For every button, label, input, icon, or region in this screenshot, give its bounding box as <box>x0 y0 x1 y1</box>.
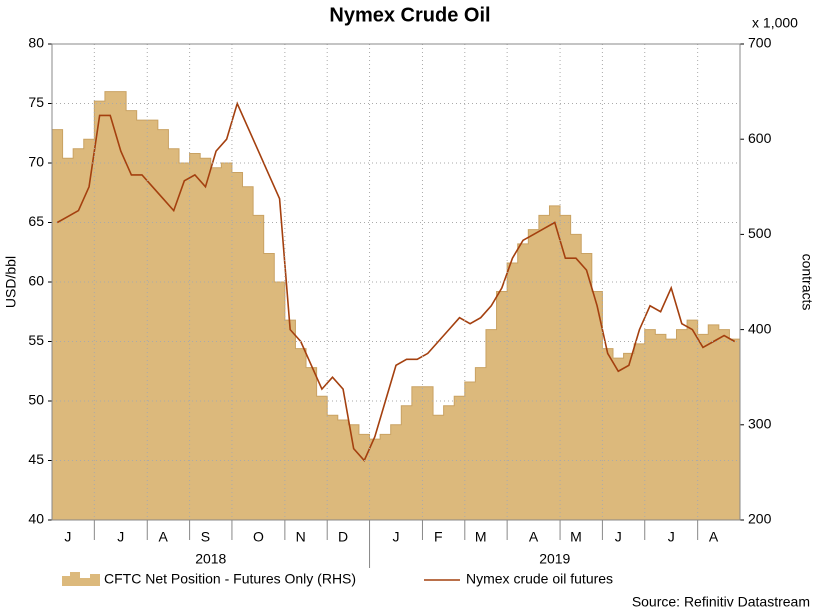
y2-tick-label: 200 <box>748 511 772 527</box>
y-tick-label: 50 <box>28 392 44 408</box>
y-tick-label: 75 <box>28 94 44 110</box>
legend-swatch <box>62 572 100 586</box>
y-tick-label: 70 <box>28 154 44 170</box>
x-tick-label: J <box>393 529 400 545</box>
x-tick-label: J <box>668 529 675 545</box>
plot-frame <box>51 43 741 521</box>
y2-multiplier: x 1,000 <box>752 15 798 31</box>
x-tick-label: M <box>570 529 582 545</box>
y-tick-label: 45 <box>28 451 44 467</box>
x-tick-label: J <box>615 529 622 545</box>
x-tick-label: M <box>475 529 487 545</box>
y-tick-label: 65 <box>28 213 44 229</box>
y-axis-label: USD/bbl <box>3 256 19 308</box>
y-tick-label: 80 <box>28 35 44 51</box>
x-tick-label: A <box>529 529 539 545</box>
chart-title: Nymex Crude Oil <box>329 4 490 26</box>
legend-label: Nymex crude oil futures <box>466 571 613 587</box>
source: Source: Refinitiv Datastream <box>632 594 810 610</box>
x-tick-label: D <box>338 529 348 545</box>
x-tick-label: A <box>158 529 168 545</box>
y-tick-label: 40 <box>28 511 44 527</box>
x-tick-label: A <box>709 529 719 545</box>
line-series <box>56 101 736 462</box>
y-tick-label: 60 <box>28 273 44 289</box>
y2-axis-label: contracts <box>799 254 815 311</box>
x-tick-label: O <box>253 529 264 545</box>
y-tick-label: 55 <box>28 332 44 348</box>
x-tick-label: J <box>64 529 71 545</box>
x-tick-label: F <box>434 529 443 545</box>
y2-tick-label: 700 <box>748 35 772 51</box>
area-series <box>51 91 741 521</box>
year-label: 2018 <box>195 551 226 567</box>
y2-tick-label: 300 <box>748 416 772 432</box>
x-tick-label: S <box>201 529 210 545</box>
y2-tick-label: 400 <box>748 320 772 336</box>
x-tick-label: J <box>117 529 124 545</box>
y2-tick-label: 500 <box>748 225 772 241</box>
y2-tick-label: 600 <box>748 130 772 146</box>
legend-label: CFTC Net Position - Futures Only (RHS) <box>104 571 356 587</box>
x-tick-label: N <box>296 529 306 545</box>
year-label: 2019 <box>539 551 570 567</box>
